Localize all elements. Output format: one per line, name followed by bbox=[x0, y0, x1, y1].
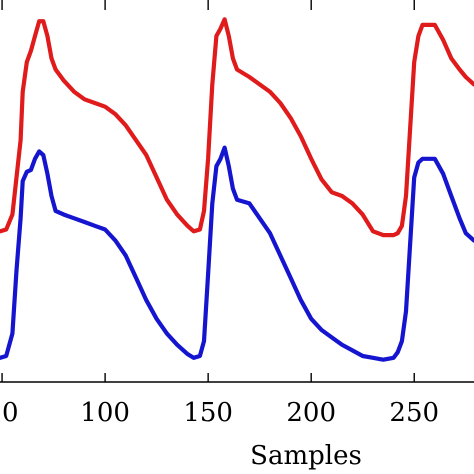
x-axis-title: Samples bbox=[250, 441, 362, 471]
series-1-line bbox=[0, 17, 474, 238]
x-tick-label: 250 bbox=[389, 398, 439, 428]
x-tick-label: 200 bbox=[286, 398, 336, 428]
series-2-line bbox=[0, 145, 474, 362]
plot-area bbox=[0, 17, 474, 362]
x-tick-label: 50 bbox=[0, 398, 19, 428]
x-tick-label: 150 bbox=[183, 398, 233, 428]
x-axis-ticks: 50 100 150 200 250 bbox=[0, 0, 439, 428]
x-tick-label: 100 bbox=[80, 398, 130, 428]
